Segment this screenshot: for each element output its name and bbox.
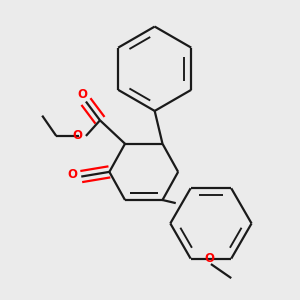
- Text: O: O: [78, 88, 88, 101]
- Text: O: O: [204, 252, 214, 265]
- Text: O: O: [72, 129, 82, 142]
- Text: O: O: [68, 169, 77, 182]
